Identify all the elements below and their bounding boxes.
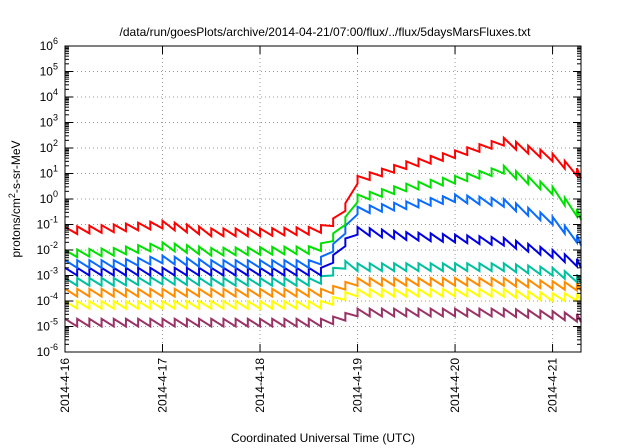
y-tick-base: 10 xyxy=(37,320,51,334)
series-line xyxy=(64,163,582,259)
y-tick-base: 10 xyxy=(37,243,51,257)
y-tick-exp: 6 xyxy=(53,36,58,46)
y-tick-label: 10-6 xyxy=(37,342,58,359)
y-tick-label: 106 xyxy=(40,36,58,53)
y-tick-base: 10 xyxy=(37,218,51,232)
x-tick-label: 2014-4-20 xyxy=(448,358,462,413)
y-tick-base: 10 xyxy=(37,269,51,283)
y-tick-label: 100 xyxy=(40,189,58,206)
y-tick-label: 10-4 xyxy=(37,291,58,308)
series-line xyxy=(64,276,582,299)
y-tick-exp: 2 xyxy=(53,138,58,148)
y-axis-label-exp: 2 xyxy=(7,193,17,198)
y-axis-label: protons/cm2-s-sr-MeV xyxy=(7,140,23,257)
y-tick-label: 102 xyxy=(40,138,58,155)
y-tick-exp: -1 xyxy=(50,215,58,225)
y-tick-exp: -3 xyxy=(50,266,58,276)
y-tick-label: 101 xyxy=(40,164,58,181)
y-tick-exp: 0 xyxy=(53,189,58,199)
y-tick-label: 10-5 xyxy=(37,317,58,334)
series-line xyxy=(64,286,582,311)
y-tick-base: 10 xyxy=(40,192,54,206)
y-tick-base: 10 xyxy=(37,345,51,359)
y-tick-exp: 4 xyxy=(53,87,58,97)
y-tick-base: 10 xyxy=(40,167,54,181)
y-axis-label-suffix: -s-sr-MeV xyxy=(9,140,23,193)
x-axis: 2014-4-16 2014-4-17 2014-4-18 2014-4-19 2014… xyxy=(58,46,560,413)
y-tick-base: 10 xyxy=(40,65,54,79)
series-layer xyxy=(64,135,582,329)
series-line xyxy=(64,192,582,270)
y-tick-label: 10-3 xyxy=(37,266,58,283)
x-axis-label: Coordinated Universal Time (UTC) xyxy=(231,431,415,445)
y-tick-label: 10-2 xyxy=(37,240,58,257)
x-tick-label: 2014-4-17 xyxy=(156,358,170,413)
x-tick-label: 2014-4-19 xyxy=(351,358,365,413)
x-tick-label: 2014-4-18 xyxy=(253,358,267,413)
y-axis: 10-610-510-410-310-210-11001011021031041… xyxy=(37,36,581,359)
y-tick-base: 10 xyxy=(40,116,54,130)
y-tick-exp: -4 xyxy=(50,291,58,301)
y-tick-label: 105 xyxy=(40,62,58,79)
y-tick-exp: 3 xyxy=(53,113,58,123)
y-tick-base: 10 xyxy=(40,90,54,104)
y-tick-label: 104 xyxy=(40,87,58,104)
x-tick-label: 2014-4-16 xyxy=(58,358,72,413)
y-tick-exp: 1 xyxy=(53,164,58,174)
y-tick-label: 10-1 xyxy=(37,215,58,232)
y-tick-exp: -6 xyxy=(50,342,58,352)
chart-title: /data/run/goesPlots/archive/2014-04-21/0… xyxy=(120,25,532,39)
series-line xyxy=(64,135,582,239)
y-tick-exp: -2 xyxy=(50,240,58,250)
y-tick-exp: -5 xyxy=(50,317,58,327)
series-line xyxy=(64,258,582,288)
series-line xyxy=(64,306,582,329)
series-line xyxy=(64,224,582,278)
y-axis-label-prefix: protons/cm xyxy=(9,198,23,257)
y-tick-exp: 5 xyxy=(53,62,58,72)
y-tick-base: 10 xyxy=(37,294,51,308)
x-tick-label: 2014-4-21 xyxy=(546,358,560,413)
y-tick-base: 10 xyxy=(40,39,54,53)
y-tick-base: 10 xyxy=(40,141,54,155)
y-tick-label: 103 xyxy=(40,113,58,130)
